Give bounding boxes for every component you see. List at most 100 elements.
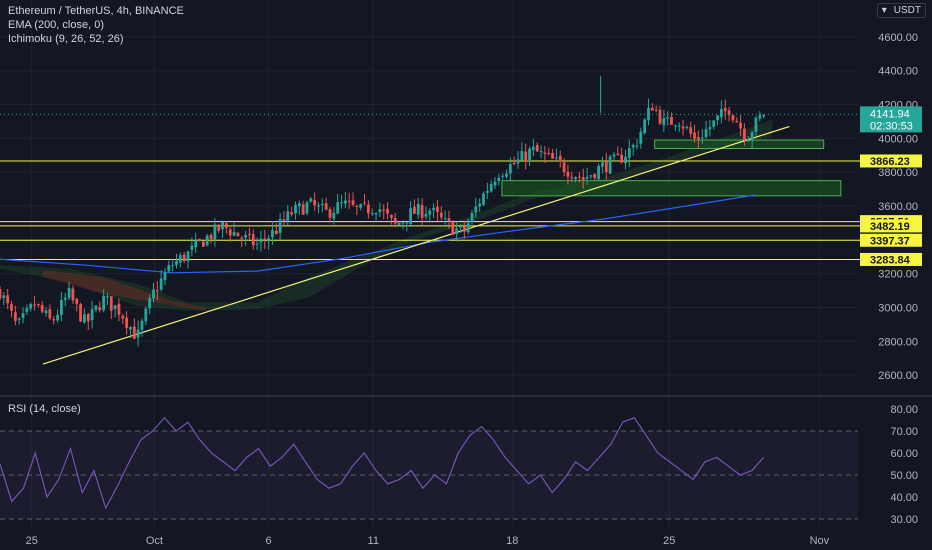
candle-body <box>324 203 328 210</box>
candle-body <box>416 203 420 215</box>
price-tick-label: 2800.00 <box>878 336 918 348</box>
candle-body <box>581 177 585 180</box>
candle-body <box>159 278 163 290</box>
candle-body <box>447 218 451 222</box>
candle-body <box>94 305 98 310</box>
price-tick-label: 3800.00 <box>878 167 918 179</box>
rsi-legend-label[interactable]: RSI (14, close) <box>8 403 81 415</box>
candle-body <box>574 177 577 180</box>
candle-body <box>543 152 547 154</box>
candle-body <box>232 231 236 236</box>
candle-body <box>654 109 658 111</box>
candle-body <box>762 114 766 117</box>
time-tick-label: Oct <box>146 535 163 547</box>
lock-icon: ▾ <box>881 5 887 16</box>
candle-body <box>209 235 213 240</box>
candle-body <box>566 171 570 177</box>
candle-body <box>604 161 608 173</box>
candle-body <box>90 309 94 321</box>
candle-body <box>205 235 209 246</box>
candle-body <box>10 304 13 311</box>
candle-body <box>451 222 455 235</box>
candle-body <box>685 126 689 128</box>
candle-body <box>271 229 274 238</box>
candle-body <box>723 107 727 112</box>
rsi-tick-label: 50.00 <box>890 470 918 482</box>
candle-body <box>693 132 696 139</box>
candle-body <box>224 223 228 229</box>
candle-body <box>213 224 217 240</box>
candle-body <box>727 110 731 115</box>
candle-body <box>378 209 382 213</box>
candle-body <box>650 107 654 111</box>
price-tick-label: 3000.00 <box>878 302 918 314</box>
candle-body <box>132 326 136 339</box>
candle-body <box>75 298 79 304</box>
candle-body <box>182 254 186 262</box>
candle-body <box>401 222 405 224</box>
candle-body <box>616 153 620 156</box>
candle-body <box>716 115 719 121</box>
trendline <box>42 125 790 365</box>
currency-label: USDT <box>893 5 921 16</box>
candle-body <box>670 116 673 125</box>
price-tick-label: 2600.00 <box>878 370 918 382</box>
candle-body <box>366 204 370 214</box>
candle-body <box>294 204 297 214</box>
candle-body <box>313 200 317 206</box>
rsi-tick-label: 40.00 <box>890 492 918 504</box>
candle-body <box>140 320 144 330</box>
candle-body <box>267 238 271 242</box>
candle-body <box>524 151 528 162</box>
ema-200-line <box>0 194 756 274</box>
countdown-label: 02:30:53 <box>870 120 913 132</box>
candle-body <box>547 153 551 155</box>
ema-legend-label[interactable]: EMA (200, close, 0) <box>8 19 104 31</box>
level-tag-label: 3866.23 <box>870 156 910 168</box>
candle-body <box>221 221 224 230</box>
candle-body <box>59 299 63 316</box>
candle-body <box>248 233 251 235</box>
time-tick-label: 6 <box>265 535 271 547</box>
candle-body <box>612 154 616 157</box>
candle-body <box>106 296 109 298</box>
candle-body <box>240 237 244 239</box>
candle-body <box>700 137 704 139</box>
candle-body <box>720 109 723 118</box>
candle-body <box>405 222 409 224</box>
candle-body <box>428 210 432 215</box>
candle-body <box>673 125 677 127</box>
candle-body <box>0 289 2 299</box>
currency-selector[interactable]: ▾ USDT <box>876 3 926 18</box>
candle-body <box>424 213 428 217</box>
candle-body <box>531 146 535 150</box>
candle-body <box>255 243 259 245</box>
candle-body <box>83 314 86 323</box>
candle-body <box>459 226 462 228</box>
rsi-tick-label: 30.00 <box>890 514 918 526</box>
candle-body <box>478 203 482 207</box>
level-tag-label: 3283.84 <box>870 254 911 266</box>
candle-body <box>351 200 355 205</box>
candle-body <box>535 145 539 152</box>
candle-body <box>489 184 493 192</box>
candle-body <box>167 265 171 272</box>
candle-body <box>259 238 263 243</box>
candle-body <box>251 234 255 246</box>
candle-body <box>317 205 320 207</box>
candle-body <box>624 156 627 164</box>
candle-body <box>359 204 363 208</box>
candle-body <box>44 310 48 314</box>
candle-body <box>482 193 485 205</box>
ichimoku-legend-label[interactable]: Ichimoku (9, 26, 52, 26) <box>8 33 124 45</box>
candle-body <box>551 152 554 159</box>
candle-body <box>144 308 148 322</box>
candle-body <box>689 127 693 134</box>
symbol-title[interactable]: Ethereum / TetherUS, 4h, BINANCE <box>8 5 184 17</box>
candle-body <box>332 212 336 219</box>
candle-body <box>439 212 443 218</box>
demand-zone-1 <box>501 180 842 197</box>
candle-body <box>474 206 478 213</box>
